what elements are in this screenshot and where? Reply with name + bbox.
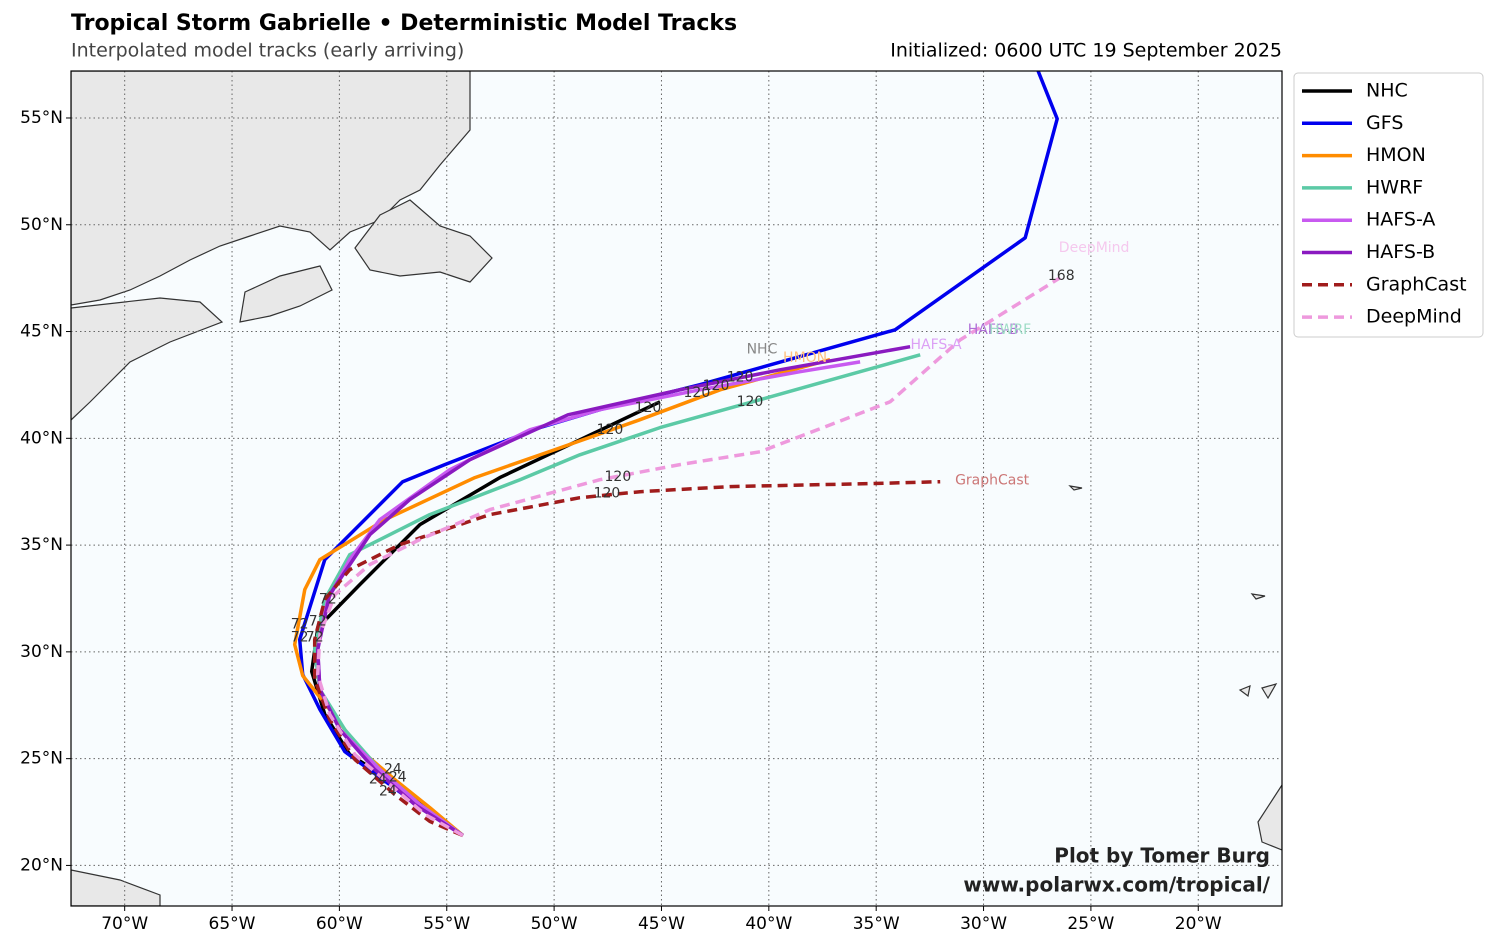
land: [71, 71, 1282, 906]
y-tick-label: 50°N: [20, 215, 63, 235]
track-label: HMON: [783, 350, 827, 366]
track-line: [297, 71, 1059, 837]
y-tick-label: 25°N: [20, 749, 63, 769]
track-label: 72: [291, 617, 309, 633]
credit: Plot by Tomer Burg: [1054, 844, 1270, 868]
legend-label: HMON: [1366, 144, 1426, 166]
track-label: 120: [605, 469, 632, 485]
y-tick-label: 30°N: [20, 642, 63, 662]
legend-label: GFS: [1366, 112, 1403, 134]
y-tick-label: 55°N: [20, 108, 63, 128]
x-tick-label: 30°W: [960, 914, 1007, 934]
track-label: 120: [737, 394, 764, 410]
track-label: 120: [594, 486, 621, 502]
y-tick-label: 45°N: [20, 322, 63, 342]
legend-label: HWRF: [1366, 176, 1423, 198]
track-label: DeepMind: [1059, 240, 1130, 256]
track-label: 72: [309, 614, 327, 630]
grid: [71, 71, 1282, 906]
track-line: [315, 360, 861, 837]
track-line: [315, 344, 911, 837]
track-label: 72: [319, 592, 337, 608]
track-label: 72: [306, 630, 324, 646]
x-tick-label: 70°W: [101, 914, 148, 934]
init-time: Initialized: 0600 UTC 19 September 2025: [890, 40, 1282, 62]
legend-label: HAFS-A: [1366, 209, 1435, 231]
track-label: 72: [291, 630, 309, 646]
track-label: HAFS-A: [911, 337, 963, 353]
track-label: HWRF: [989, 322, 1031, 338]
track-label: GraphCast: [955, 473, 1030, 489]
tracks: [292, 71, 1062, 838]
legend-label: NHC: [1366, 80, 1408, 102]
credit-url: www.polarwx.com/tropical/: [963, 873, 1270, 897]
x-tick-label: 60°W: [316, 914, 363, 934]
legend: [1293, 72, 1484, 338]
track-label: HAFS-B: [968, 322, 1019, 338]
track-label: 120: [703, 378, 730, 394]
track-label: 120: [635, 400, 662, 416]
y-tick-label: 35°N: [20, 535, 63, 555]
track-label: 24: [384, 762, 402, 778]
track-label: 24: [369, 772, 387, 788]
track-label: NHC: [747, 342, 778, 358]
track-label: 120: [597, 422, 624, 438]
x-tick-label: 35°W: [853, 914, 900, 934]
legend-label: HAFS-B: [1366, 241, 1435, 263]
track-line: [315, 276, 1062, 838]
chart-subtitle: Interpolated model tracks (early arrivin…: [71, 40, 464, 62]
chart-title: Tropical Storm Gabrielle • Deterministic…: [71, 11, 737, 36]
x-tick-label: 40°W: [745, 914, 792, 934]
track-label: 120: [684, 385, 711, 401]
track-label: 168: [1048, 268, 1075, 284]
x-tick-label: 20°W: [1175, 914, 1222, 934]
x-tick-label: 55°W: [423, 914, 470, 934]
y-tick-label: 40°N: [20, 428, 63, 448]
plot-frame: [70, 70, 1283, 907]
legend-entries: NHC GFS HMON HWRF HAFS-A HAFS-B GraphCast DeepM…: [1302, 80, 1467, 328]
x-tick-label: 50°W: [531, 914, 578, 934]
legend-label: DeepMind: [1366, 306, 1462, 328]
legend-label: GraphCast: [1366, 273, 1467, 295]
x-tick-label: 45°W: [638, 914, 685, 934]
x-tick-label: 65°W: [209, 914, 256, 934]
track-label: 24: [389, 769, 407, 785]
y-tick-label: 20°N: [20, 855, 63, 875]
track-label: 120: [727, 370, 754, 386]
track-line: [312, 479, 941, 838]
x-tick-label: 25°W: [1067, 914, 1114, 934]
track-label: 24: [379, 784, 397, 800]
